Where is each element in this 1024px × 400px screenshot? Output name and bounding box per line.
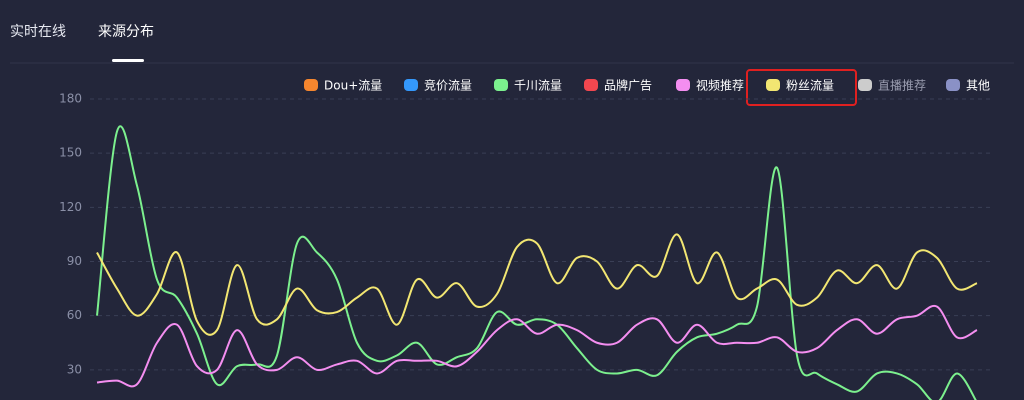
legend-label[interactable]: 直播推荐 <box>878 79 926 93</box>
y-tick-label: 60 <box>67 308 82 322</box>
tab-active[interactable]: 来源分布 <box>98 24 154 40</box>
y-tick-label: 180 <box>59 92 82 106</box>
tab-underline <box>112 59 144 62</box>
legend-swatch[interactable] <box>858 79 872 91</box>
legend-swatch[interactable] <box>676 79 690 91</box>
series-line <box>96 304 978 388</box>
legend-label[interactable]: Dou+流量 <box>324 79 382 93</box>
legend-swatch[interactable] <box>404 79 418 91</box>
y-tick-label: 90 <box>67 254 82 268</box>
legend-label[interactable]: 视频推荐 <box>696 78 744 93</box>
y-tick-label: 120 <box>59 200 82 214</box>
legend-label[interactable]: 其他 <box>966 79 990 93</box>
legend-label[interactable]: 千川流量 <box>514 79 562 93</box>
highlight-box <box>746 69 857 106</box>
legend-swatch[interactable] <box>946 79 960 91</box>
legend-label[interactable]: 粉丝流量 <box>786 79 834 93</box>
legend-label[interactable]: 竞价流量 <box>424 79 472 93</box>
tab[interactable]: 实时在线 <box>10 24 66 40</box>
legend-swatch[interactable] <box>494 79 508 91</box>
legend-swatch[interactable] <box>766 79 780 91</box>
legend-label[interactable]: 品牌广告 <box>604 79 652 93</box>
series-line <box>96 125 977 400</box>
y-tick-label: 30 <box>67 362 82 376</box>
series-line <box>96 233 978 336</box>
legend-swatch[interactable] <box>304 79 318 91</box>
legend-swatch[interactable] <box>584 79 598 91</box>
y-tick-label: 150 <box>59 146 82 160</box>
